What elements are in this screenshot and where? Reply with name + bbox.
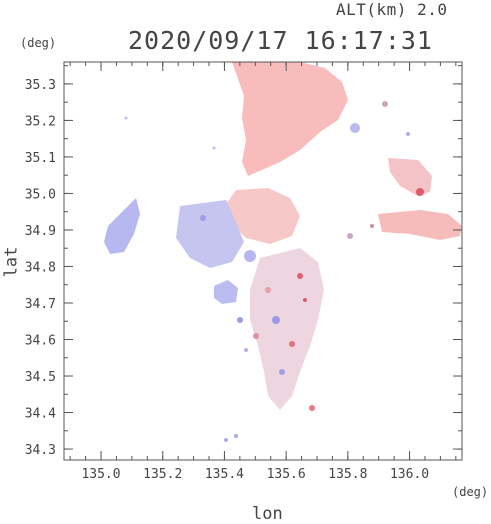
x-tick-label: 135.2	[143, 467, 182, 482]
x-tick-label: 135.8	[328, 467, 367, 482]
y-tick-label: 34.6	[25, 334, 56, 349]
y-tick-label: 34.5	[25, 370, 56, 385]
y-tick-label: 35.0	[25, 187, 56, 202]
y-tick-label: 35.1	[25, 151, 56, 166]
y-tick-label: 34.9	[25, 224, 56, 239]
timestamp-title: 2020/09/17 16:17:31	[128, 26, 433, 55]
echo-west-blue-region	[176, 200, 244, 268]
echo-south-corridor	[250, 248, 324, 410]
echo-field	[104, 62, 462, 442]
echo-north-region	[232, 62, 348, 176]
echo-ne-patch	[388, 158, 432, 196]
x-tick-label: 135.0	[81, 467, 120, 482]
y-unit-label: (deg)	[20, 36, 57, 50]
x-unit-label: (deg)	[452, 485, 489, 499]
x-tick-label: 136.0	[390, 467, 429, 482]
y-tick-label: 34.3	[25, 443, 56, 458]
echo-sw-blob	[214, 280, 238, 304]
echo-central-region	[226, 188, 300, 244]
y-tick-label: 34.8	[25, 260, 56, 275]
axis-frame: 135.0 135.2 135.4 135.6 135.8 136.0 35.3 35.2 35…	[25, 61, 463, 482]
y-tick-label: 35.2	[25, 114, 56, 129]
echo-far-west-blob	[104, 198, 140, 254]
y-tick-label: 34.7	[25, 297, 56, 312]
x-tick-label: 135.4	[205, 467, 244, 482]
x-tick-label: 135.6	[267, 467, 306, 482]
plot-border	[63, 61, 463, 461]
altitude-label: ALT(km) 2.0	[336, 0, 448, 19]
y-tick-label: 35.3	[25, 78, 56, 93]
y-tick-label: 34.4	[25, 407, 56, 422]
x-axis-label: lon	[252, 504, 283, 524]
echo-east-patch	[378, 210, 462, 240]
